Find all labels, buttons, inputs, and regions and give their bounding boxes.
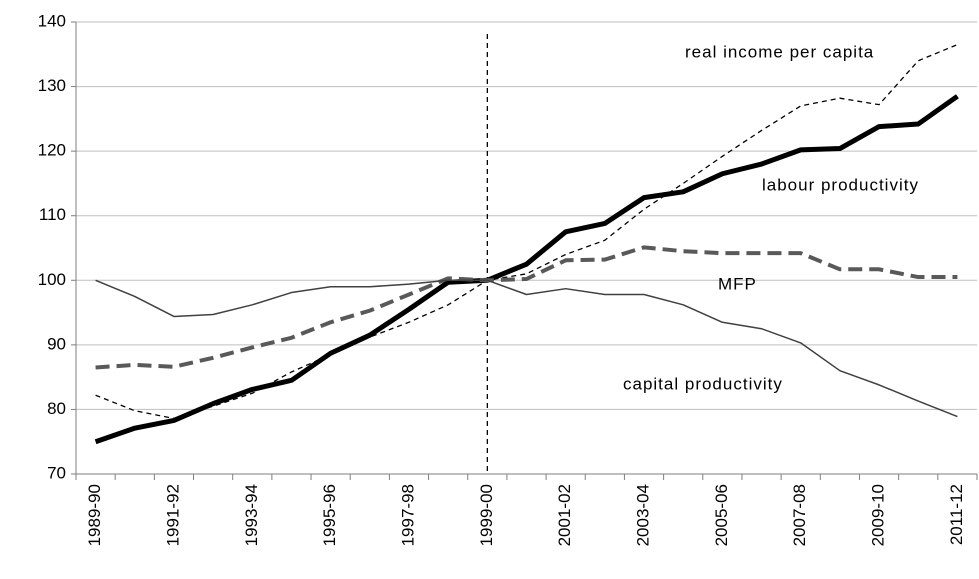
y-tick-label: 120 <box>38 141 66 160</box>
x-tick-label: 1989-90 <box>85 484 104 546</box>
y-tick-label: 70 <box>47 463 66 482</box>
series-line <box>95 245 958 370</box>
y-tick-label: 80 <box>47 399 66 418</box>
y-tick-label: 130 <box>38 76 66 95</box>
x-tick-label: 2007-08 <box>790 484 809 546</box>
series-line <box>95 43 958 420</box>
x-tick-label: 1999-00 <box>477 484 496 546</box>
x-tick-label: 2009-10 <box>869 484 888 546</box>
series-line <box>95 279 958 418</box>
y-tick-label: 110 <box>39 205 66 224</box>
x-tick-label: 2001-02 <box>555 484 574 546</box>
x-tick-label: 1993-94 <box>242 484 261 546</box>
series-annotation: capital productivity <box>623 374 783 393</box>
x-tick-label: 1995-96 <box>320 484 339 546</box>
series-annotation: MFP <box>718 274 757 293</box>
y-tick-label: 140 <box>38 11 66 30</box>
x-tick-label: 2005-06 <box>712 484 731 546</box>
x-tick-label: 2011-12 <box>947 484 966 545</box>
x-tick-label: 1991-92 <box>163 484 182 546</box>
x-tick-label: 1997-98 <box>398 484 417 546</box>
series-annotation: labour productivity <box>762 175 919 194</box>
series-annotation: real income per capita <box>685 42 874 61</box>
y-tick-label: 90 <box>47 334 66 353</box>
y-tick-label: 100 <box>38 270 66 289</box>
series-line <box>94 94 959 445</box>
x-tick-label: 2003-04 <box>634 484 653 546</box>
